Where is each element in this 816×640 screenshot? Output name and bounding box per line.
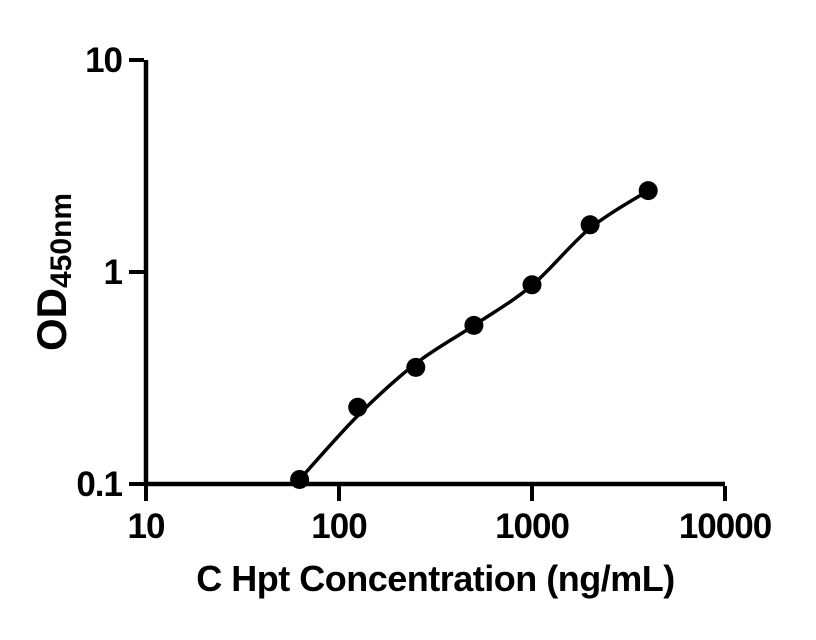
x-tick-label: 10000 [679, 507, 772, 546]
y-tick-label: 0.1 [76, 465, 122, 504]
fit-curve [298, 189, 650, 481]
x-tick-label: 1000 [495, 507, 569, 546]
data-point [406, 357, 426, 377]
y-tick-label: 10 [85, 41, 122, 80]
x-tick-label: 100 [311, 507, 367, 546]
y-tick-label: 1 [104, 253, 123, 292]
data-point [638, 181, 658, 201]
y-axis-title-main: OD [28, 288, 75, 352]
data-point [464, 315, 484, 335]
axis-frame [143, 60, 725, 487]
y-axis-title-subscript: 450nm [44, 192, 78, 289]
x-tick-label: 10 [128, 507, 165, 546]
data-point [580, 215, 600, 235]
data-point [522, 275, 542, 295]
y-axis-title: OD450nm [28, 192, 78, 352]
x-axis-title: C Hpt Concentration (ng/mL) [196, 558, 675, 599]
data-point [290, 470, 310, 489]
data-point [348, 397, 368, 417]
